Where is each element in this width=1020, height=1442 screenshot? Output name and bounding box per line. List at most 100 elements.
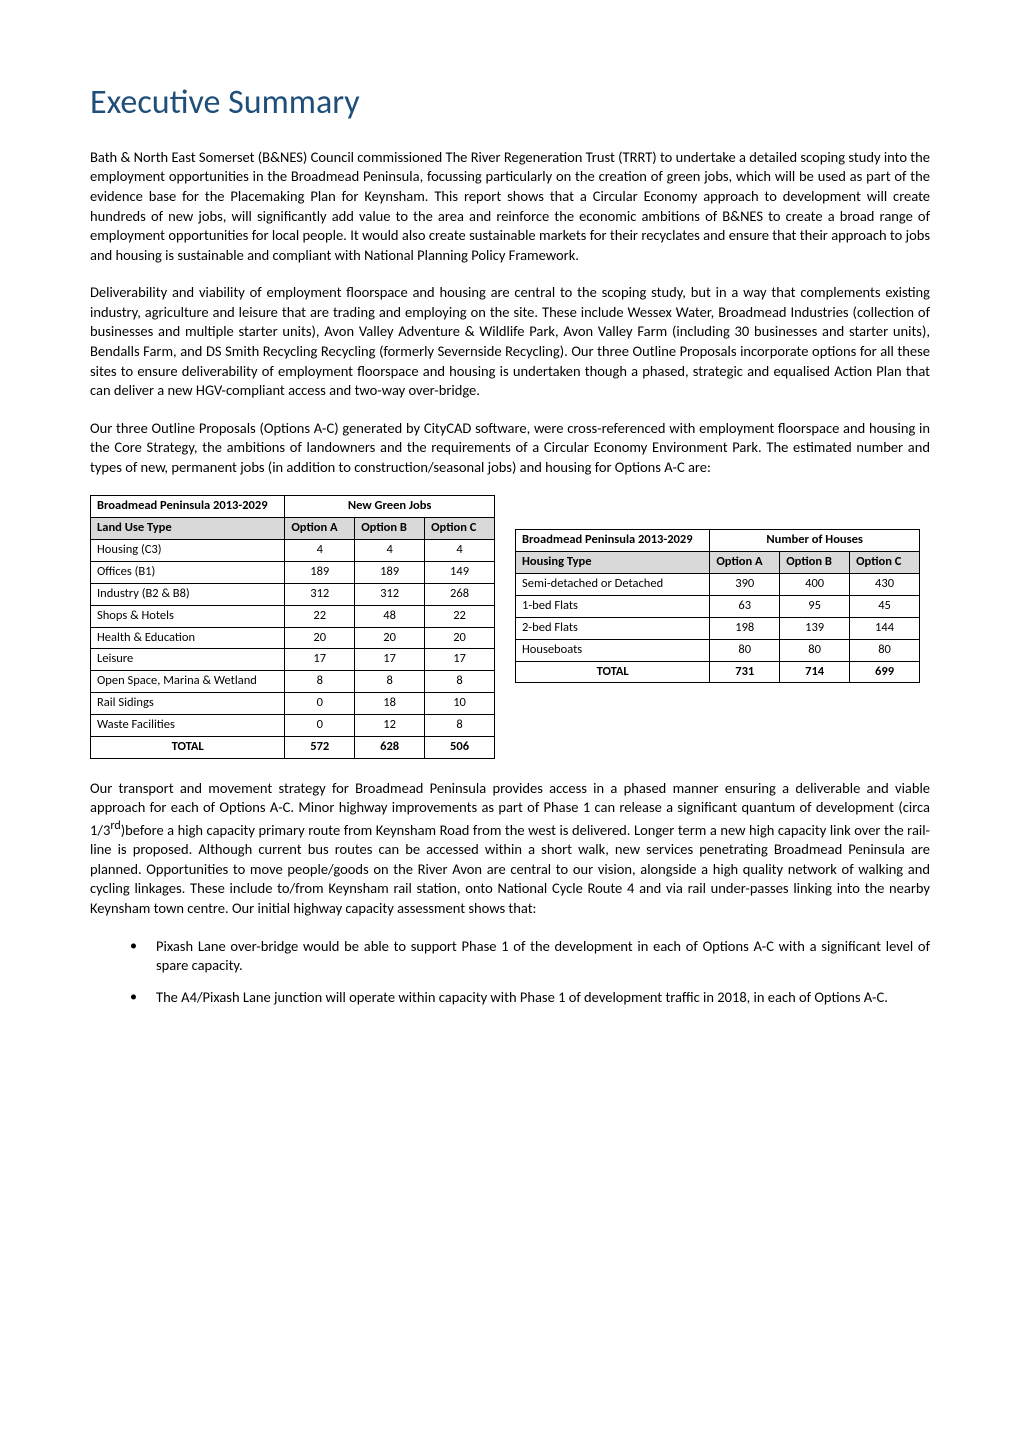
cell-value: 80 bbox=[780, 639, 850, 661]
cell-label: Semi-detached or Detached bbox=[516, 574, 710, 596]
cell-value: 20 bbox=[355, 627, 425, 649]
cell-value: 4 bbox=[425, 540, 495, 562]
col-option-c: Option C bbox=[425, 518, 495, 540]
total-value: 714 bbox=[780, 661, 850, 683]
list-item: Pixash Lane over-bridge would be able to… bbox=[130, 937, 930, 976]
cell-value: 312 bbox=[355, 583, 425, 605]
cell-value: 139 bbox=[780, 617, 850, 639]
page-title: Executive Summary bbox=[90, 80, 930, 126]
paragraph-4: Our transport and movement strategy for … bbox=[90, 779, 930, 919]
bullet-list: Pixash Lane over-bridge would be able to… bbox=[130, 937, 930, 1008]
cell-value: 12 bbox=[355, 715, 425, 737]
cell-value: 4 bbox=[285, 540, 355, 562]
table-super-header: Broadmead Peninsula 2013-2029 New Green … bbox=[91, 496, 495, 518]
p4-superscript: rd bbox=[110, 818, 120, 833]
total-label: TOTAL bbox=[516, 661, 710, 683]
cell-label: Leisure bbox=[91, 649, 285, 671]
cell-value: 430 bbox=[850, 574, 920, 596]
col-option-a: Option A bbox=[285, 518, 355, 540]
col-option-b: Option B bbox=[355, 518, 425, 540]
total-value: 506 bbox=[425, 736, 495, 758]
col-option-a: Option A bbox=[710, 552, 780, 574]
cell-value: 4 bbox=[355, 540, 425, 562]
table-column-header: Land Use Type Option A Option B Option C bbox=[91, 518, 495, 540]
tables-container: Broadmead Peninsula 2013-2029 New Green … bbox=[90, 495, 930, 759]
table-row: Offices (B1)189189149 bbox=[91, 561, 495, 583]
table-row: Semi-detached or Detached390400430 bbox=[516, 574, 920, 596]
table-super-header: Broadmead Peninsula 2013-2029 Number of … bbox=[516, 530, 920, 552]
houses-title-left: Broadmead Peninsula 2013-2029 bbox=[516, 530, 710, 552]
cell-value: 149 bbox=[425, 561, 495, 583]
cell-value: 8 bbox=[285, 671, 355, 693]
total-value: 699 bbox=[850, 661, 920, 683]
houses-row-header: Housing Type bbox=[516, 552, 710, 574]
cell-label: Waste Facilities bbox=[91, 715, 285, 737]
cell-value: 8 bbox=[425, 671, 495, 693]
cell-value: 95 bbox=[780, 595, 850, 617]
table-row: Rail Sidings01810 bbox=[91, 693, 495, 715]
total-label: TOTAL bbox=[91, 736, 285, 758]
paragraph-3: Our three Outline Proposals (Options A-C… bbox=[90, 419, 930, 478]
cell-label: 2-bed Flats bbox=[516, 617, 710, 639]
cell-label: Housing (C3) bbox=[91, 540, 285, 562]
houses-table-wrap: Broadmead Peninsula 2013-2029 Number of … bbox=[515, 495, 920, 683]
col-option-b: Option B bbox=[780, 552, 850, 574]
cell-label: Industry (B2 & B8) bbox=[91, 583, 285, 605]
table-column-header: Housing Type Option A Option B Option C bbox=[516, 552, 920, 574]
table-total-row: TOTAL572628506 bbox=[91, 736, 495, 758]
cell-value: 20 bbox=[285, 627, 355, 649]
cell-value: 18 bbox=[355, 693, 425, 715]
cell-value: 8 bbox=[425, 715, 495, 737]
table-total-row: TOTAL731714699 bbox=[516, 661, 920, 683]
cell-value: 17 bbox=[355, 649, 425, 671]
table-row: Open Space, Marina & Wetland888 bbox=[91, 671, 495, 693]
cell-value: 80 bbox=[850, 639, 920, 661]
cell-label: Shops & Hotels bbox=[91, 605, 285, 627]
cell-label: Health & Education bbox=[91, 627, 285, 649]
cell-value: 0 bbox=[285, 715, 355, 737]
cell-value: 17 bbox=[285, 649, 355, 671]
cell-value: 8 bbox=[355, 671, 425, 693]
cell-value: 45 bbox=[850, 595, 920, 617]
paragraph-1: Bath & North East Somerset (B&NES) Counc… bbox=[90, 148, 930, 265]
jobs-row-header: Land Use Type bbox=[91, 518, 285, 540]
total-value: 628 bbox=[355, 736, 425, 758]
cell-value: 198 bbox=[710, 617, 780, 639]
cell-label: Houseboats bbox=[516, 639, 710, 661]
cell-value: 144 bbox=[850, 617, 920, 639]
paragraph-2: Deliverability and viability of employme… bbox=[90, 283, 930, 400]
col-option-c: Option C bbox=[850, 552, 920, 574]
cell-value: 80 bbox=[710, 639, 780, 661]
jobs-title-left: Broadmead Peninsula 2013-2029 bbox=[91, 496, 285, 518]
total-value: 731 bbox=[710, 661, 780, 683]
cell-label: Rail Sidings bbox=[91, 693, 285, 715]
jobs-table: Broadmead Peninsula 2013-2029 New Green … bbox=[90, 495, 495, 759]
total-value: 572 bbox=[285, 736, 355, 758]
table-row: Shops & Hotels224822 bbox=[91, 605, 495, 627]
table-row: Waste Facilities0128 bbox=[91, 715, 495, 737]
cell-value: 48 bbox=[355, 605, 425, 627]
cell-value: 22 bbox=[285, 605, 355, 627]
cell-value: 189 bbox=[355, 561, 425, 583]
table-row: Health & Education202020 bbox=[91, 627, 495, 649]
houses-title-right: Number of Houses bbox=[710, 530, 920, 552]
table-row: Housing (C3)444 bbox=[91, 540, 495, 562]
jobs-title-right: New Green Jobs bbox=[285, 496, 495, 518]
cell-value: 20 bbox=[425, 627, 495, 649]
table-row: Leisure171717 bbox=[91, 649, 495, 671]
list-item: The A4/Pixash Lane junction will operate… bbox=[130, 988, 930, 1008]
cell-value: 312 bbox=[285, 583, 355, 605]
cell-value: 22 bbox=[425, 605, 495, 627]
cell-value: 63 bbox=[710, 595, 780, 617]
cell-label: 1-bed Flats bbox=[516, 595, 710, 617]
cell-value: 268 bbox=[425, 583, 495, 605]
p4-part-b: )before a high capacity primary route fr… bbox=[90, 821, 930, 917]
table-row: Houseboats808080 bbox=[516, 639, 920, 661]
table-row: 1-bed Flats639545 bbox=[516, 595, 920, 617]
cell-value: 390 bbox=[710, 574, 780, 596]
cell-value: 0 bbox=[285, 693, 355, 715]
cell-value: 189 bbox=[285, 561, 355, 583]
cell-value: 17 bbox=[425, 649, 495, 671]
table-row: Industry (B2 & B8)312312268 bbox=[91, 583, 495, 605]
cell-label: Open Space, Marina & Wetland bbox=[91, 671, 285, 693]
